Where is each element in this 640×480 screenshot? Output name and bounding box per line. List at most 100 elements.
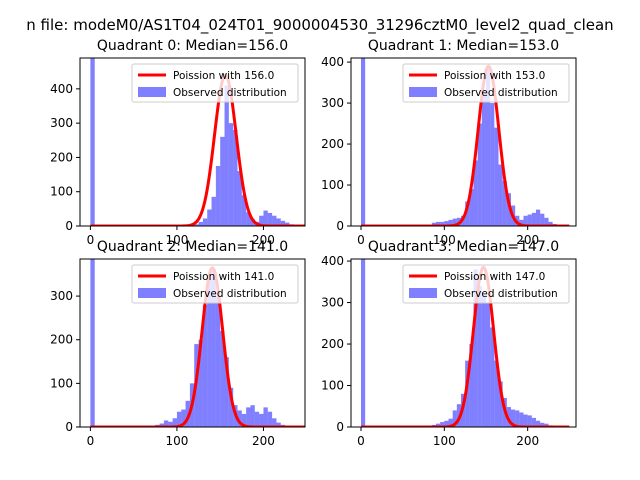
histogram-bar — [490, 103, 495, 226]
histogram-bar — [494, 127, 499, 226]
y-tick-label: 300 — [50, 289, 73, 303]
x-tick-label: 0 — [357, 233, 365, 247]
histogram-bar — [263, 210, 268, 226]
histogram-bar — [176, 411, 182, 427]
histogram-bar — [444, 420, 449, 427]
histogram-bar — [440, 221, 445, 226]
y-tick-label: 100 — [321, 178, 344, 192]
legend-histogram-swatch — [409, 87, 437, 97]
histogram-bar — [267, 212, 273, 226]
subplot-quadrant-2: 0 100 200 300 0 100 200 Poission with 141.0 Obse… — [50, 239, 306, 448]
y-tick-label: 400 — [321, 55, 344, 69]
histogram-bar — [241, 413, 247, 427]
subplot-quadrant-0: 0 100 200 300 400 0 100 200 Poission with 156.0 O… — [50, 38, 306, 247]
histogram-bar — [90, 259, 95, 427]
histogram-bar — [440, 422, 445, 427]
histogram-bar — [259, 215, 264, 226]
legend-histogram-label: Observed distribution — [173, 288, 287, 300]
histogram-bar — [481, 294, 486, 427]
histogram-bar — [452, 410, 457, 427]
x-tick-label: 0 — [87, 233, 95, 247]
y-tick-label: 100 — [50, 185, 73, 199]
legend-histogram-swatch — [138, 87, 166, 97]
x-tick-label: 100 — [165, 434, 188, 448]
histogram-bar — [207, 209, 212, 226]
histogram-bar — [469, 189, 474, 226]
histogram-bar — [250, 405, 255, 427]
histogram-bar — [198, 221, 203, 226]
histogram-bar — [215, 166, 221, 226]
histogram-bar — [272, 418, 277, 427]
histogram-bar — [168, 421, 173, 427]
y-tick-label: 100 — [50, 376, 73, 390]
histogram-bar — [237, 410, 242, 427]
legend-poisson-label: Poission with 147.0 — [444, 271, 545, 283]
histogram-bar — [211, 196, 216, 226]
legend-poisson-label: Poission with 153.0 — [444, 70, 545, 82]
histogram-bar — [241, 195, 247, 226]
x-tick-label: 100 — [433, 434, 456, 448]
y-tick-label: 200 — [321, 137, 344, 151]
histogram-bar — [228, 123, 234, 226]
subplot-title: Quadrant 3: Median=147.0 — [368, 239, 559, 255]
y-tick-label: 100 — [321, 379, 344, 393]
histogram-bar — [263, 407, 268, 427]
histogram-bar — [444, 221, 449, 226]
histogram-bar — [198, 339, 203, 427]
legend-histogram-swatch — [138, 288, 166, 298]
y-tick-label: 300 — [321, 296, 344, 310]
histogram-bar — [220, 331, 225, 427]
legend-histogram-label: Observed distribution — [173, 87, 287, 99]
legend: Poission with 153.0 Observed distribution — [402, 63, 570, 103]
histogram-bar — [246, 212, 251, 226]
histogram-bar — [211, 269, 216, 427]
y-tick-label: 200 — [50, 333, 73, 347]
y-tick-label: 200 — [50, 150, 73, 164]
histogram-bar — [536, 209, 541, 226]
histogram-bar — [250, 219, 255, 226]
histogram-bar — [536, 420, 541, 427]
legend: Poission with 156.0 Observed distribution — [131, 63, 299, 103]
histogram-bar — [285, 222, 290, 226]
histogram-bar — [486, 302, 491, 427]
legend-box — [131, 63, 299, 103]
histogram-bar — [452, 218, 457, 226]
histogram-bar — [544, 217, 549, 226]
y-tick-label: 400 — [50, 82, 73, 96]
histogram-bar — [523, 215, 528, 226]
y-tick-label: 0 — [65, 420, 73, 434]
histogram-bar — [163, 420, 169, 427]
histogram-bar — [465, 201, 470, 226]
histogram-bar — [431, 222, 436, 226]
histogram-bar — [361, 259, 366, 427]
figure-suptitle: n file: modeM0/AS1T04_024T01_9000004530_… — [26, 16, 613, 35]
histogram-bar — [215, 296, 221, 427]
legend-box — [131, 264, 299, 304]
histogram-bar — [361, 58, 366, 226]
poisson-curve — [89, 266, 305, 427]
y-tick-label: 0 — [336, 420, 344, 434]
histogram-bar — [233, 130, 238, 226]
y-tick-label: 300 — [50, 116, 73, 130]
histogram-bar — [181, 409, 186, 427]
histogram-bar — [519, 412, 524, 427]
histogram-bar — [523, 414, 528, 427]
plot-area — [89, 259, 305, 427]
legend-histogram-label: Observed distribution — [444, 87, 558, 99]
subplot-title: Quadrant 1: Median=153.0 — [368, 38, 559, 54]
histogram-bar — [185, 400, 190, 427]
legend-histogram-label: Observed distribution — [444, 288, 558, 300]
subplot-quadrant-1: 0 100 200 300 400 0 100 200 Poission with 153.0 O… — [321, 38, 577, 247]
histogram-bar — [498, 381, 503, 427]
histogram-bar — [469, 344, 474, 427]
histogram-bar — [506, 193, 511, 226]
histogram-bar — [202, 218, 208, 226]
subplot-title: Quadrant 0: Median=156.0 — [97, 38, 288, 54]
poisson-curve — [360, 265, 570, 427]
histogram-bar — [544, 423, 549, 427]
histogram-bar — [436, 423, 441, 427]
subplot-title: Quadrant 2: Median=141.0 — [97, 239, 288, 255]
histogram-bar — [540, 422, 545, 427]
histogram-bar — [531, 212, 536, 226]
